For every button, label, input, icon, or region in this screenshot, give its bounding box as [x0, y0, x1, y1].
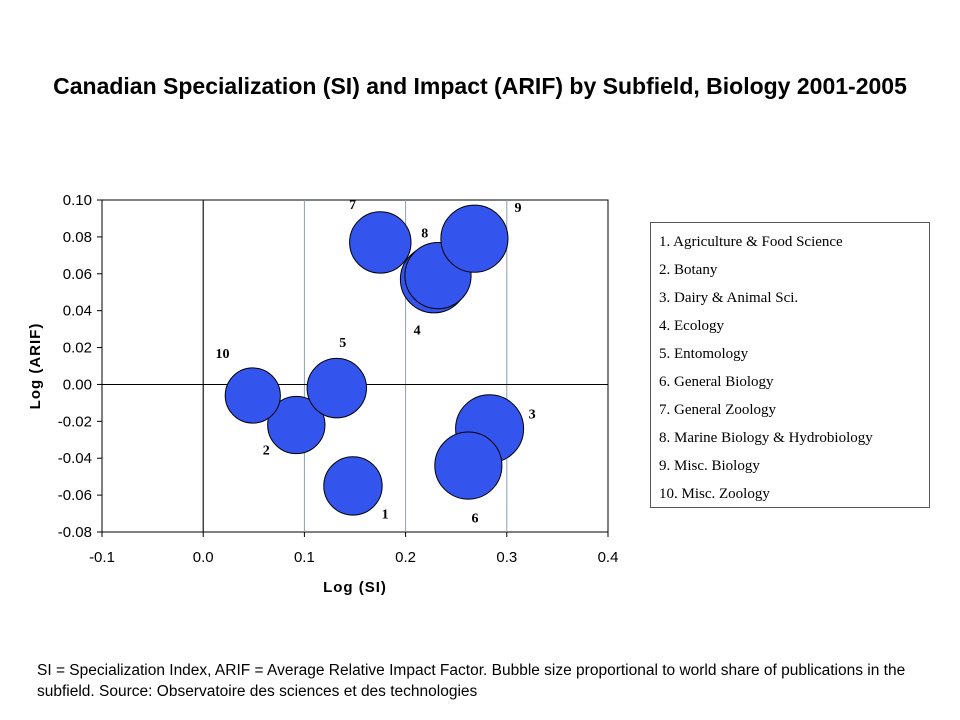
y-tick-label: -0.04	[58, 450, 92, 467]
bubble-1	[323, 456, 383, 516]
legend-item: 9. Misc. Biology	[659, 458, 760, 474]
x-tick-label: 0.4	[598, 549, 619, 566]
y-tick-label: 0.06	[63, 266, 92, 283]
bubble-label-10: 10	[215, 347, 229, 362]
legend-item: 1. Agriculture & Food Science	[659, 234, 843, 250]
footnote: SI = Specialization Index, ARIF = Averag…	[37, 662, 906, 700]
bubble-2	[267, 395, 326, 455]
bubble-label-9: 9	[515, 201, 522, 216]
y-tick-label: 0.10	[63, 192, 92, 209]
chart-title: Canadian Specialization (SI) and Impact …	[53, 73, 907, 99]
x-axis-label: Log (SI)	[323, 579, 387, 596]
bubble-label-5: 5	[339, 336, 346, 351]
legend-item: 7. General Zoology	[659, 402, 777, 418]
bubble-label-3: 3	[529, 407, 536, 422]
x-tick-label: -0.1	[89, 549, 115, 566]
legend-item: 3. Dairy & Animal Sci.	[659, 290, 799, 306]
y-tick-label: -0.06	[58, 487, 92, 504]
x-tick-label: 0.1	[294, 549, 315, 566]
y-tick-label: -0.08	[58, 524, 92, 541]
bubble-10	[224, 367, 281, 424]
legend-item: 10. Misc. Zoology	[659, 486, 770, 502]
x-tick-label: 0.2	[395, 549, 416, 566]
y-tick-label: 0.04	[63, 303, 92, 320]
y-tick-label: 0.02	[63, 340, 92, 357]
y-tick-label: -0.02	[58, 413, 92, 430]
y-tick-label: 0.08	[63, 229, 92, 246]
y-axis-label: Log (ARIF)	[27, 323, 44, 410]
legend-item: 6. General Biology	[659, 374, 774, 390]
legend: 1. Agriculture & Food Science 2. Botany 3.…	[650, 222, 930, 508]
bubble-5	[306, 357, 367, 419]
y-tick-label: 0.00	[63, 376, 92, 393]
bubble-label-6: 6	[472, 512, 479, 527]
bubble-label-1: 1	[382, 508, 389, 523]
legend-item: 5. Entomology	[659, 346, 749, 362]
bubble-6	[434, 431, 503, 500]
legend-item: 4. Ecology	[659, 318, 724, 334]
bubble-9	[440, 204, 509, 273]
x-tick-label: 0.0	[193, 549, 214, 566]
bubble-label-4: 4	[414, 324, 421, 339]
legend-item: 2. Botany	[659, 262, 718, 278]
legend-item: 8. Marine Biology & Hydrobiology	[659, 430, 873, 446]
bubble-label-2: 2	[263, 443, 270, 458]
bubble-7	[349, 211, 412, 274]
x-tick-label: 0.3	[496, 549, 517, 566]
bubble-label-7: 7	[349, 198, 356, 213]
bubble-label-8: 8	[421, 227, 428, 242]
